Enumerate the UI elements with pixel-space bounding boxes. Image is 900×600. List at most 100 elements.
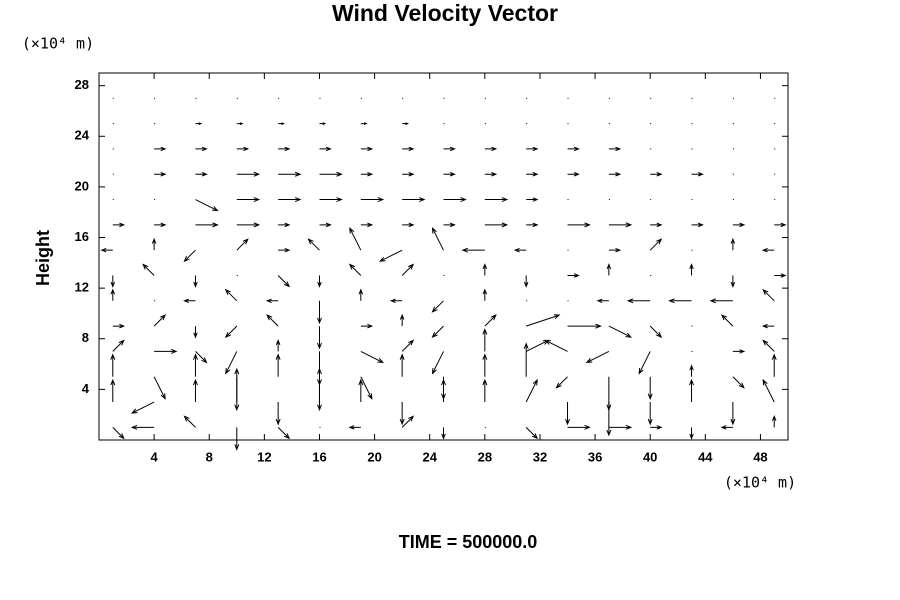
wind-vector — [526, 197, 539, 202]
wind-vector — [402, 197, 426, 203]
wind-vector — [544, 339, 568, 352]
wind-vector — [525, 426, 539, 440]
wind-vector — [317, 351, 322, 386]
wind-vector — [183, 298, 196, 304]
wind-vector — [183, 249, 196, 263]
wind-vector — [358, 378, 364, 403]
wind-vector — [585, 350, 610, 364]
x-tick-label: 8 — [206, 449, 213, 464]
x-tick-label: 44 — [698, 449, 713, 464]
wind-vector — [443, 172, 456, 177]
wind-vector — [567, 273, 580, 278]
wind-vector — [278, 197, 302, 203]
y-tick-label: 12 — [75, 280, 89, 295]
y-tick-label: 28 — [75, 77, 89, 92]
wind-vector — [525, 378, 538, 403]
wind-vector — [358, 288, 364, 301]
wind-vector — [275, 339, 281, 352]
wind-vector — [192, 378, 198, 403]
wind-vector — [526, 314, 561, 327]
wind-vector — [278, 247, 291, 253]
wind-vector — [689, 427, 694, 440]
wind-vector — [567, 323, 602, 329]
wind-vector — [236, 146, 250, 152]
y-axis-label: Height — [33, 230, 53, 286]
wind-vector — [278, 146, 291, 152]
wind-vector — [236, 222, 261, 228]
wind-vector — [224, 288, 238, 302]
wind-vector — [732, 222, 746, 228]
wind-vector — [762, 339, 775, 352]
wind-vector — [762, 288, 775, 302]
wind-vector — [195, 146, 208, 152]
wind-vector — [730, 402, 736, 426]
wind-vector — [484, 222, 509, 228]
wind-vector — [319, 171, 343, 177]
wind-vector — [709, 298, 733, 304]
wind-vector — [668, 298, 692, 304]
wind-vector — [130, 401, 155, 414]
wind-vector — [730, 237, 736, 251]
wind-vector — [523, 342, 529, 377]
wind-vector — [110, 378, 116, 403]
wind-vector — [402, 172, 415, 177]
wind-vector — [525, 339, 550, 352]
x-unit: (×10⁴ m) — [724, 474, 796, 492]
wind-vector — [567, 424, 591, 430]
wind-vector — [278, 222, 291, 228]
x-tick-label: 24 — [422, 449, 437, 464]
wind-vector — [689, 263, 694, 276]
plot-frame — [98, 72, 789, 441]
wind-vector — [431, 226, 444, 251]
wind-vector — [401, 339, 415, 352]
wind-vector — [691, 222, 704, 228]
wind-vector — [732, 376, 745, 389]
wind-vector — [100, 247, 113, 253]
wind-vector — [224, 325, 238, 339]
wind-vector — [195, 172, 208, 177]
wind-vector — [567, 172, 580, 177]
wind-vector — [482, 288, 488, 301]
wind-vector — [761, 323, 775, 329]
y-tick-label: 20 — [75, 178, 89, 193]
wind-vector — [567, 222, 591, 228]
chart-title: Wind Velocity Vector — [332, 0, 558, 26]
wind-vector — [360, 350, 385, 364]
x-tick-label: 36 — [588, 449, 602, 464]
wind-vector — [319, 197, 343, 203]
wind-vector — [482, 263, 488, 276]
wind-vector — [441, 427, 446, 440]
wind-vector — [523, 275, 529, 288]
wind-vector — [606, 263, 612, 276]
wind-vector — [154, 222, 167, 228]
wind-vector — [730, 275, 736, 288]
wind-vector — [399, 353, 405, 377]
wind-vector — [650, 222, 663, 228]
wind-vector — [360, 122, 368, 125]
wind-vector — [110, 275, 116, 288]
wind-vector — [402, 222, 415, 228]
wind-vector — [277, 275, 291, 288]
wind-vector — [151, 237, 157, 251]
wind-vector — [567, 146, 580, 152]
wind-vector — [360, 197, 385, 203]
wind-vector — [360, 172, 374, 177]
wind-vector — [236, 238, 249, 251]
wind-vector — [482, 353, 488, 377]
wind-vector — [349, 226, 362, 251]
wind-vector — [234, 376, 240, 412]
wind-vector — [649, 238, 663, 251]
x-tick-label: 12 — [257, 449, 271, 464]
wind-vector — [389, 298, 403, 304]
wind-vector — [689, 364, 694, 377]
wind-vector — [762, 378, 775, 403]
wind-vector — [319, 146, 332, 152]
wind-vector — [513, 247, 527, 253]
wind-vector — [761, 247, 775, 253]
x-tick-label: 32 — [533, 449, 547, 464]
wind-vector — [443, 197, 467, 203]
wind-vector — [431, 351, 444, 375]
wind-vector — [360, 323, 374, 329]
wind-vector — [399, 313, 405, 327]
